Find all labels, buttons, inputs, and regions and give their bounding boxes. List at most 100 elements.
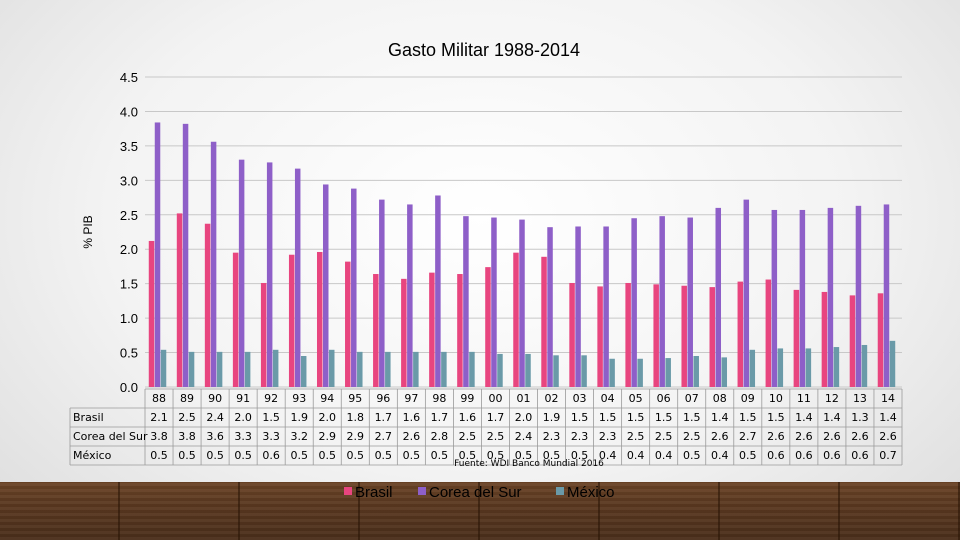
data-label: 0.4 bbox=[599, 449, 617, 462]
data-label: 2.9 bbox=[347, 430, 365, 443]
bar-mexico bbox=[777, 348, 784, 387]
x-tick-label: 88 bbox=[152, 392, 166, 405]
x-tick-label: 05 bbox=[629, 392, 643, 405]
x-tick-label: 02 bbox=[545, 392, 559, 405]
bar-mexico bbox=[637, 358, 643, 387]
data-label: 0.5 bbox=[543, 449, 561, 462]
bar-corea-del-sur bbox=[154, 122, 161, 387]
x-tick-label: 98 bbox=[432, 392, 446, 405]
data-label: 1.9 bbox=[290, 411, 308, 424]
bar-mexico bbox=[693, 356, 699, 387]
x-tick-label: 04 bbox=[601, 392, 615, 405]
data-label: 1.9 bbox=[543, 411, 561, 424]
bar-brasil bbox=[232, 252, 239, 387]
bar-brasil bbox=[821, 291, 828, 387]
x-tick-label: 14 bbox=[881, 392, 895, 405]
data-label: 2.4 bbox=[515, 430, 533, 443]
bar-mexico bbox=[328, 349, 335, 387]
bar-brasil bbox=[541, 256, 547, 387]
bar-mexico bbox=[749, 349, 756, 387]
x-tick-label: 11 bbox=[797, 392, 811, 405]
chart-title: Gasto Militar 1988-2014 bbox=[388, 40, 580, 60]
data-label: 2.6 bbox=[403, 430, 421, 443]
data-label: 1.4 bbox=[711, 411, 729, 424]
x-tick-label: 08 bbox=[713, 392, 727, 405]
bar-corea-del-sur bbox=[407, 204, 413, 387]
x-tick-label: 03 bbox=[573, 392, 587, 405]
y-tick-label: 4.5 bbox=[120, 70, 138, 85]
data-label: 0.4 bbox=[711, 449, 729, 462]
data-label: 2.6 bbox=[823, 430, 841, 443]
data-label: 1.5 bbox=[655, 411, 673, 424]
bar-brasil bbox=[485, 267, 491, 387]
bar-brasil bbox=[345, 261, 351, 387]
data-label: 1.5 bbox=[683, 411, 701, 424]
data-label: 2.3 bbox=[599, 430, 617, 443]
bar-mexico bbox=[160, 349, 167, 387]
bar-brasil bbox=[653, 284, 659, 387]
data-label: 0.6 bbox=[767, 449, 785, 462]
bar-corea-del-sur bbox=[603, 226, 609, 387]
bar-brasil bbox=[681, 285, 687, 387]
data-label: 0.6 bbox=[851, 449, 869, 462]
bar-mexico bbox=[805, 348, 812, 387]
data-label: 2.6 bbox=[795, 430, 813, 443]
table-row-label: Brasil bbox=[73, 411, 104, 424]
bar-brasil bbox=[625, 282, 631, 387]
data-label: 2.7 bbox=[739, 430, 757, 443]
data-label: 0.5 bbox=[375, 449, 393, 462]
bar-mexico bbox=[833, 347, 840, 387]
y-tick-label: 2.0 bbox=[120, 242, 138, 257]
data-label: 1.6 bbox=[403, 411, 421, 424]
data-label: 3.8 bbox=[150, 430, 168, 443]
data-label: 1.3 bbox=[851, 411, 869, 424]
bar-mexico bbox=[581, 355, 587, 387]
y-tick-label: 0.0 bbox=[120, 380, 138, 395]
x-tick-label: 96 bbox=[376, 392, 390, 405]
bar-corea-del-sur bbox=[322, 184, 329, 387]
bar-brasil bbox=[401, 278, 407, 387]
bar-corea-del-sur bbox=[463, 216, 469, 387]
data-label: 2.7 bbox=[375, 430, 393, 443]
data-label: 2.0 bbox=[318, 411, 336, 424]
data-label: 2.3 bbox=[571, 430, 589, 443]
source-note: Fuente: WDI Banco Mundial 2016 bbox=[454, 459, 604, 469]
data-label: 2.4 bbox=[206, 411, 224, 424]
legend-entry: Corea del Sur bbox=[429, 484, 522, 501]
data-label: 3.2 bbox=[290, 430, 308, 443]
data-label: 1.4 bbox=[823, 411, 841, 424]
data-label: 1.5 bbox=[767, 411, 785, 424]
data-label: 2.1 bbox=[150, 411, 168, 424]
bar-brasil bbox=[316, 251, 323, 387]
data-label: 0.4 bbox=[655, 449, 673, 462]
y-tick-label: 1.0 bbox=[120, 311, 138, 326]
bar-mexico bbox=[497, 353, 503, 387]
bar-brasil bbox=[597, 286, 603, 387]
data-label: 0.5 bbox=[150, 449, 168, 462]
bar-corea-del-sur bbox=[519, 219, 525, 387]
data-label: 0.4 bbox=[627, 449, 645, 462]
x-tick-label: 94 bbox=[320, 392, 334, 405]
bar-corea-del-sur bbox=[210, 141, 217, 387]
data-label: 3.3 bbox=[262, 430, 280, 443]
y-tick-label: 1.5 bbox=[120, 277, 138, 292]
y-tick-label: 4.0 bbox=[120, 104, 138, 119]
data-label: 2.8 bbox=[431, 430, 449, 443]
x-tick-label: 10 bbox=[769, 392, 783, 405]
bar-mexico bbox=[665, 358, 671, 387]
data-label: 1.6 bbox=[459, 411, 477, 424]
data-label: 2.0 bbox=[234, 411, 252, 424]
bar-brasil bbox=[148, 240, 155, 387]
data-label: 2.6 bbox=[879, 430, 897, 443]
bar-mexico bbox=[413, 351, 419, 387]
bar-brasil bbox=[709, 287, 716, 387]
y-tick-label: 3.5 bbox=[120, 139, 138, 154]
bar-brasil bbox=[373, 274, 379, 387]
bar-mexico bbox=[889, 340, 896, 387]
bar-corea-del-sur bbox=[182, 123, 189, 387]
bar-brasil bbox=[176, 213, 183, 387]
x-tick-label: 12 bbox=[825, 392, 839, 405]
bar-mexico bbox=[357, 351, 363, 387]
data-label: 0.6 bbox=[795, 449, 813, 462]
bar-corea-del-sur bbox=[435, 195, 441, 387]
